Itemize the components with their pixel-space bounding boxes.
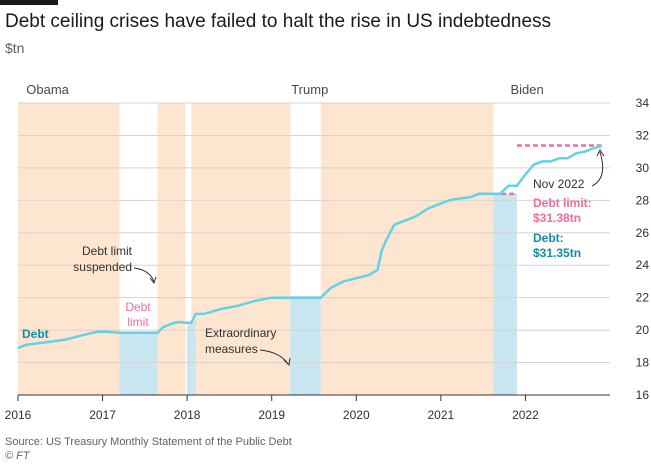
presidency-labels: Obama Trump Biden [26, 82, 543, 97]
suspended-arrowhead [149, 276, 157, 285]
y-tick-label: 16 [636, 388, 650, 402]
debt-series [17, 144, 602, 350]
extraordinary-measures-band [290, 297, 321, 395]
x-tick-label: 2021 [428, 408, 455, 422]
y-tick-label: 34 [636, 96, 650, 110]
extraordinary-arrowhead [283, 357, 291, 367]
chart-title: Debt ceiling crises have failed to halt … [5, 11, 552, 32]
y-tick-label: 22 [636, 291, 650, 305]
debt-ceiling-band [18, 103, 120, 395]
latest-debt-label: Debt: $31.35tn [533, 231, 581, 260]
debt-line [17, 144, 602, 350]
extraordinary-measures-band [119, 332, 158, 395]
extraordinary-measures-label: Extraordinary measures [205, 326, 276, 356]
presidency-label: Biden [510, 82, 543, 97]
brand-bar [0, 0, 58, 5]
chart-unit: $tn [5, 40, 25, 56]
nov-2022-arrow [591, 151, 604, 187]
nov-2022-label: Nov 2022 [533, 177, 585, 191]
debt-chart: Obama Trump Biden 2016 2017 2018 2019 2020 2021… [5, 82, 650, 422]
y-axis: 16 18 20 22 24 26 28 30 32 34 [636, 96, 650, 402]
x-tick-label: 2022 [512, 408, 539, 422]
y-tick-label: 20 [636, 323, 650, 337]
presidency-label: Obama [26, 82, 69, 97]
extraordinary-measures-band [493, 193, 517, 395]
x-tick-label: 2020 [343, 408, 370, 422]
debt-limit-suspended-label: Debt limit suspended [73, 244, 132, 274]
extraordinary-measures-band [187, 322, 196, 395]
source-note: Source: US Treasury Monthly Statement of… [5, 436, 292, 448]
y-tick-label: 30 [636, 161, 650, 175]
x-tick-label: 2018 [174, 408, 201, 422]
x-tick-label: 2016 [5, 408, 32, 422]
x-tick-label: 2017 [89, 408, 116, 422]
x-axis: 2016 2017 2018 2019 2020 2021 2022 [5, 394, 610, 422]
debt-ceiling-band [191, 103, 291, 395]
suspended-arrow [133, 267, 155, 283]
x-tick-label: 2019 [258, 408, 285, 422]
debt-ceiling-band [320, 103, 494, 395]
y-tick-label: 18 [636, 356, 650, 370]
presidency-label: Trump [291, 82, 328, 97]
shaded-bands [18, 103, 517, 395]
y-tick-label: 26 [636, 226, 650, 240]
y-tick-label: 28 [636, 193, 650, 207]
latest-limit-label: Debt limit: $31.38tn [533, 196, 592, 225]
debt-ceiling-band [157, 103, 186, 395]
y-tick-label: 24 [636, 258, 650, 272]
y-tick-label: 32 [636, 128, 650, 142]
debt-series-label: Debt [22, 327, 49, 341]
nov-2022-arrowhead [596, 149, 605, 157]
debt-limit-label: Debt limit [125, 300, 151, 329]
ft-credit: © FT [5, 450, 30, 462]
